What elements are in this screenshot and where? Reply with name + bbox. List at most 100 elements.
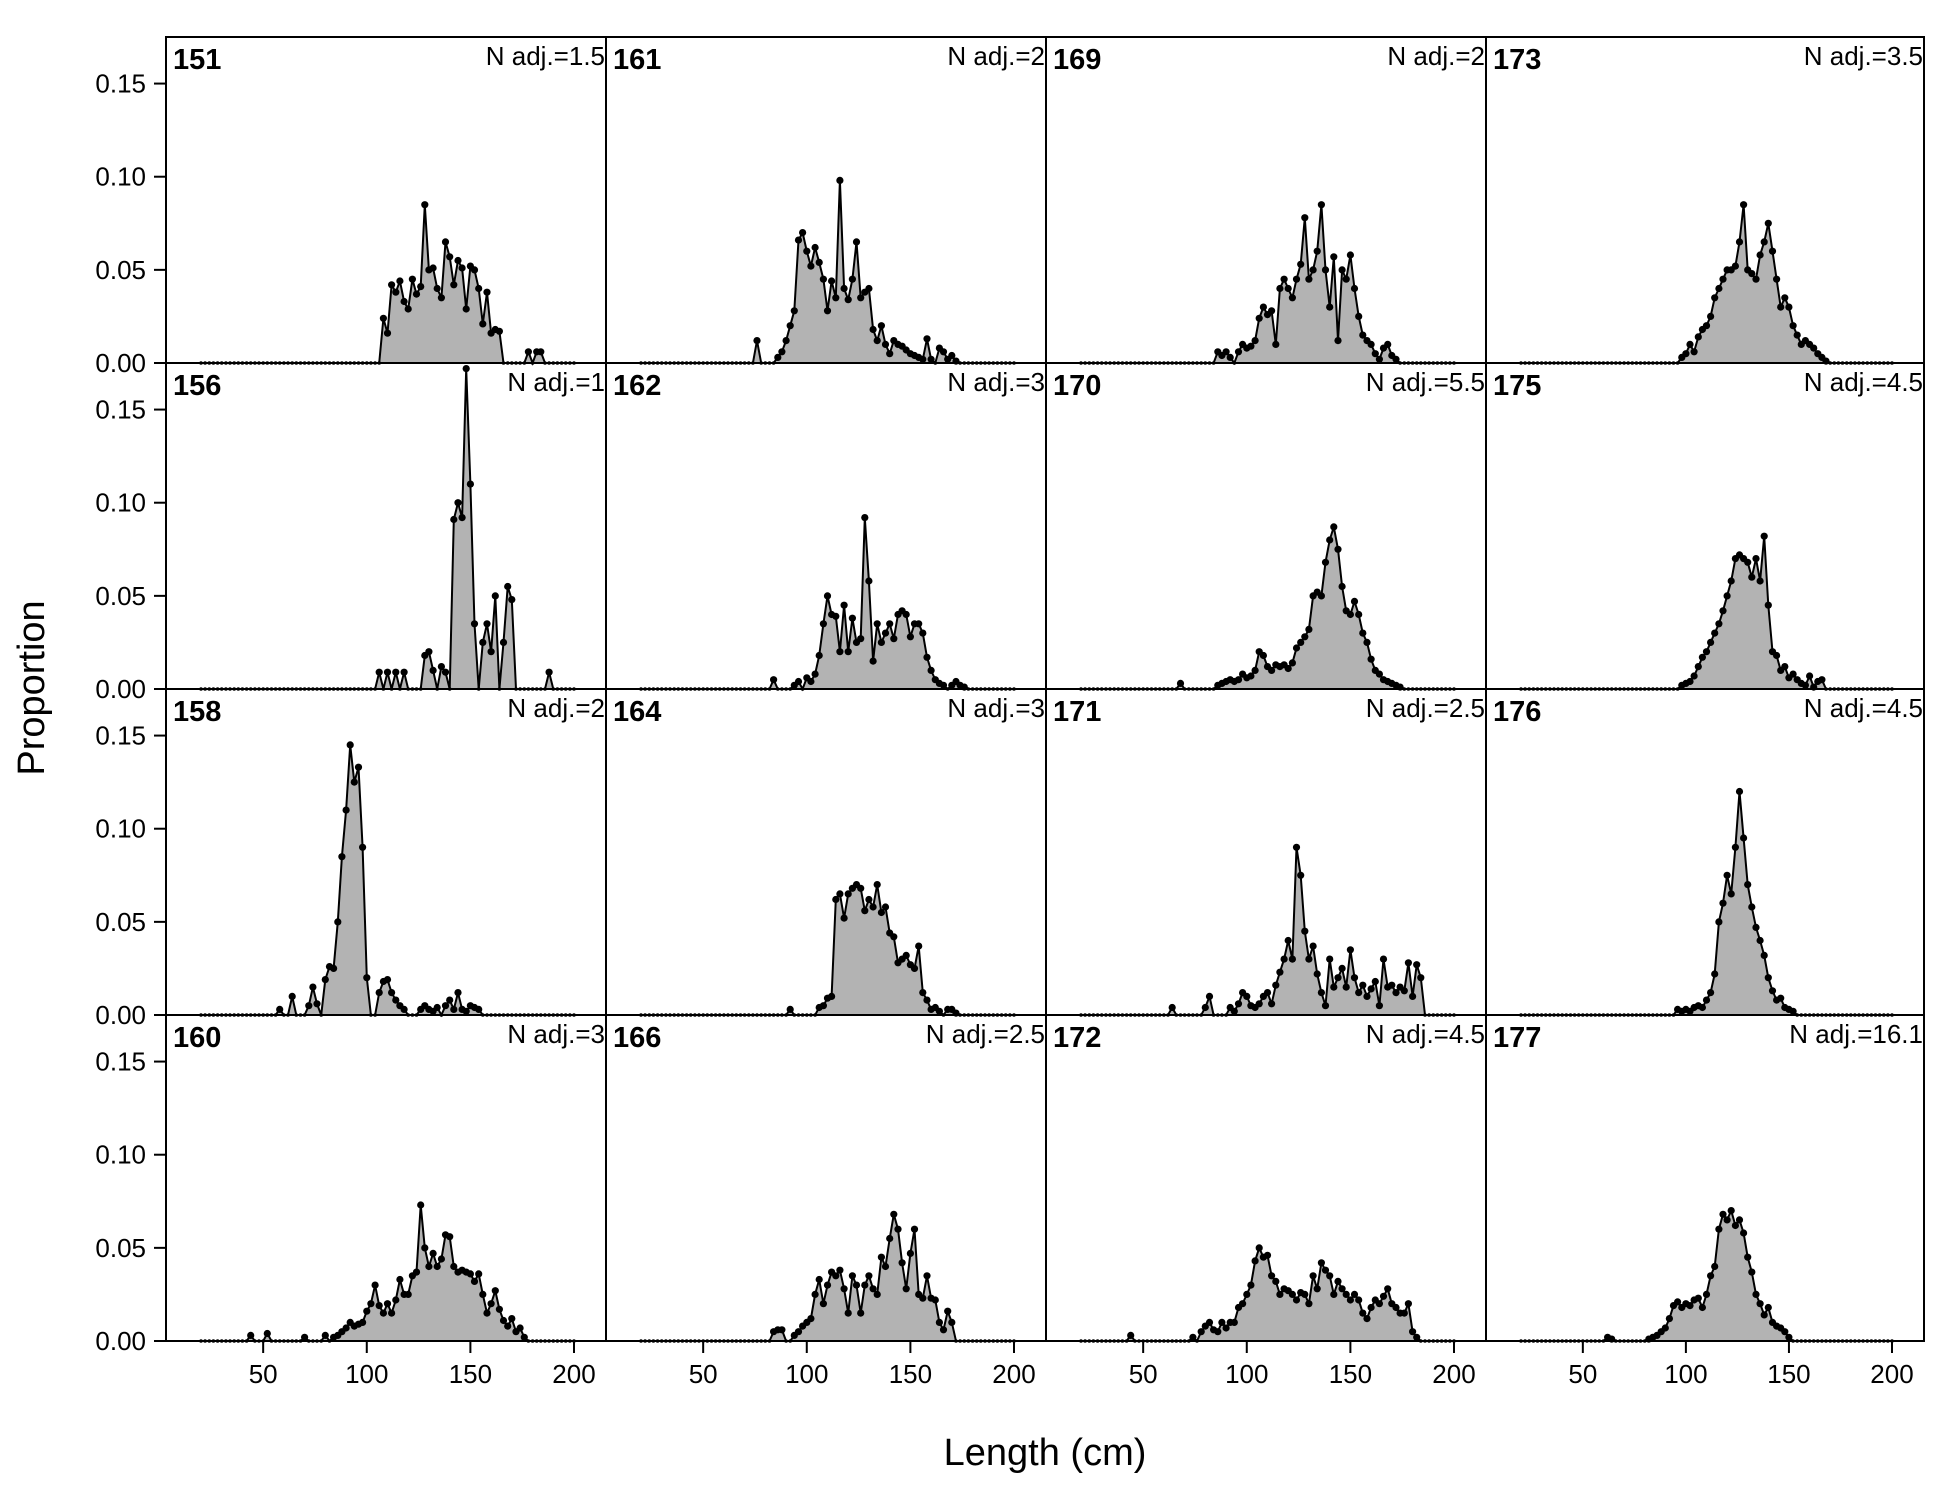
data-point	[388, 989, 396, 997]
data-point	[1321, 266, 1330, 274]
data-point	[1801, 681, 1809, 689]
data-point	[1284, 936, 1292, 945]
data-point	[383, 1300, 392, 1308]
panel-id-label: 160	[173, 1022, 221, 1054]
panel-nadj-label: N adj.=3.5	[1804, 41, 1923, 71]
data-point	[881, 1262, 890, 1271]
data-point	[1686, 1302, 1694, 1310]
data-point	[1752, 555, 1760, 563]
data-point	[1367, 340, 1375, 348]
data-point	[1806, 672, 1814, 680]
data-point	[939, 681, 948, 689]
data-point	[1268, 1000, 1276, 1008]
data-point	[1413, 961, 1421, 969]
panel-id-label: 175	[1493, 370, 1541, 402]
data-point	[786, 322, 794, 330]
data-point	[1756, 936, 1764, 945]
data-point	[1234, 1000, 1243, 1008]
data-point	[823, 307, 832, 315]
data-point	[1773, 651, 1781, 660]
area-fill-172	[1081, 1247, 1454, 1341]
area-fill-176	[1521, 791, 1892, 1015]
area-fill-171	[1081, 847, 1454, 1015]
data-point	[321, 976, 329, 984]
data-point	[1744, 1253, 1752, 1261]
data-point	[807, 262, 815, 270]
data-point	[1334, 1277, 1342, 1285]
data-point	[1727, 1207, 1735, 1215]
data-point	[1284, 284, 1292, 293]
panel-161: 161 N adj.=2	[605, 36, 1047, 365]
data-point	[1309, 266, 1317, 274]
data-point	[400, 668, 408, 676]
data-point	[313, 1000, 321, 1008]
data-point	[433, 1003, 441, 1012]
data-point	[931, 1296, 939, 1304]
data-point	[1350, 284, 1359, 293]
data-point	[1715, 620, 1723, 628]
data-point	[1781, 294, 1789, 302]
data-point	[1371, 977, 1379, 986]
data-point	[1321, 558, 1330, 566]
data-point	[1715, 284, 1723, 293]
area-fill-158	[201, 744, 574, 1015]
data-point	[819, 1002, 828, 1010]
data-point	[1748, 1268, 1756, 1276]
data-point	[437, 663, 445, 671]
data-point	[1243, 992, 1251, 1001]
data-point	[508, 1315, 516, 1323]
data-point	[1748, 903, 1756, 911]
data-point	[458, 264, 466, 272]
data-point	[1694, 333, 1702, 341]
data-point	[794, 236, 803, 244]
data-point	[1251, 337, 1259, 345]
data-point	[799, 229, 807, 237]
axes: 0.00 0.05 0.10 0.15 0.00 0.05 0.10 0.15 0.00 0.05…	[95, 69, 1913, 1389]
data-point	[915, 942, 923, 950]
y-tick-label: 0.10	[95, 814, 146, 844]
data-point	[1346, 946, 1354, 954]
data-point	[1168, 1003, 1176, 1012]
data-point	[828, 277, 836, 285]
data-point	[1230, 1318, 1238, 1326]
area-fill-162	[641, 517, 1014, 689]
data-point	[1748, 573, 1756, 581]
data-point	[371, 1281, 379, 1289]
data-point	[786, 1005, 794, 1014]
data-point	[450, 515, 458, 524]
data-point	[1359, 629, 1367, 637]
data-point	[462, 305, 470, 313]
data-point	[877, 908, 886, 917]
data-point	[1276, 284, 1284, 293]
data-point	[770, 676, 778, 684]
series-line-156	[201, 368, 574, 690]
data-point	[383, 329, 392, 337]
y-tick-label: 0.15	[95, 1047, 146, 1077]
data-point	[935, 1318, 944, 1326]
data-point	[1789, 1007, 1797, 1015]
data-point	[1346, 610, 1354, 619]
panel-172: 172 N adj.=4.5	[1045, 1014, 1487, 1343]
data-point	[1276, 968, 1284, 976]
data-point	[1350, 1290, 1359, 1298]
data-point	[1338, 964, 1346, 973]
data-point	[263, 1329, 271, 1338]
data-point	[1355, 989, 1363, 997]
area-fill-160	[201, 1205, 574, 1341]
data-point	[392, 1296, 400, 1304]
data-point	[873, 1290, 881, 1298]
data-point	[1756, 251, 1764, 259]
data-point	[470, 1277, 479, 1285]
data-point	[1409, 992, 1417, 1001]
data-point	[844, 890, 852, 898]
data-point	[1342, 275, 1350, 283]
data-point	[392, 996, 400, 1004]
data-point	[902, 951, 910, 960]
data-point	[1367, 985, 1375, 993]
panel-grid: 151 N adj.=1.5 156 N adj.=1 158 N adj.=2 160 N …	[165, 36, 1925, 1343]
y-tick-label: 0.05	[95, 1233, 146, 1263]
data-point	[1301, 927, 1309, 935]
data-point	[1334, 545, 1342, 553]
panel-nadj-label: N adj.=1.5	[486, 41, 605, 71]
data-point	[1359, 981, 1367, 989]
